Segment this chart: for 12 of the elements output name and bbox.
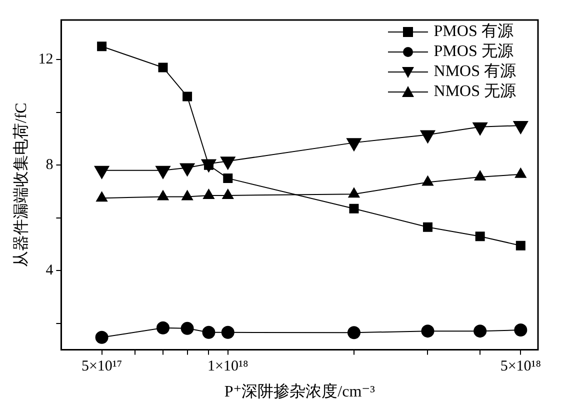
legend-label: PMOS 有源 bbox=[434, 22, 514, 42]
y-tick-label: 8 bbox=[46, 157, 54, 174]
x-tick-label: 5×10¹⁷ bbox=[81, 358, 122, 375]
y-tick-label: 12 bbox=[38, 52, 54, 68]
y-axis-title: 从器件漏端收集电荷/fC bbox=[12, 102, 30, 268]
legend-label: NMOS 无源 bbox=[434, 82, 516, 102]
y-tick-label: 4 bbox=[46, 262, 54, 279]
x-axis-title: P⁺深阱掺杂浓度/cm⁻³ bbox=[224, 382, 376, 401]
legend-label: PMOS 无源 bbox=[434, 42, 514, 62]
x-tick-label: 1×10¹⁸ bbox=[208, 358, 248, 375]
x-tick-label: 5×10¹⁸ bbox=[500, 358, 542, 375]
legend-label: NMOS 有源 bbox=[434, 62, 516, 82]
